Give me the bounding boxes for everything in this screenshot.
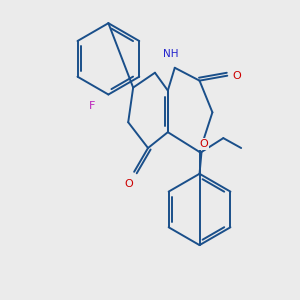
Text: F: F (89, 101, 96, 111)
Text: NH: NH (163, 49, 178, 59)
Text: O: O (199, 139, 208, 149)
Text: O: O (125, 179, 134, 189)
Text: O: O (233, 71, 242, 81)
